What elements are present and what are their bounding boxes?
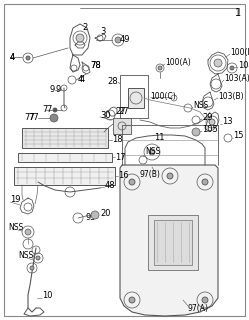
Text: 30: 30: [100, 110, 111, 119]
Polygon shape: [128, 88, 144, 108]
Text: 16: 16: [118, 172, 129, 180]
Text: 28: 28: [107, 77, 118, 86]
Circle shape: [115, 37, 121, 43]
Circle shape: [129, 179, 135, 185]
Circle shape: [192, 128, 200, 136]
Circle shape: [129, 297, 135, 303]
Text: 27: 27: [118, 108, 129, 116]
Circle shape: [36, 256, 40, 260]
Text: 100(B): 100(B): [230, 47, 249, 57]
Circle shape: [230, 66, 234, 70]
Text: 4: 4: [10, 52, 15, 61]
Text: 17: 17: [115, 153, 126, 162]
Circle shape: [149, 149, 155, 155]
Text: 10: 10: [42, 291, 53, 300]
Text: 27: 27: [115, 108, 126, 116]
Circle shape: [91, 211, 99, 219]
Text: 9: 9: [49, 85, 54, 94]
Text: 4: 4: [10, 52, 15, 61]
Text: NSS: NSS: [8, 223, 23, 233]
Circle shape: [25, 229, 31, 235]
Polygon shape: [18, 153, 112, 162]
Circle shape: [214, 59, 222, 67]
Polygon shape: [120, 165, 218, 316]
Circle shape: [209, 119, 215, 125]
Text: 18: 18: [112, 135, 123, 145]
Text: 49: 49: [120, 36, 130, 44]
Text: 2: 2: [82, 23, 87, 33]
Polygon shape: [22, 128, 108, 148]
Circle shape: [76, 34, 84, 42]
Text: 11: 11: [154, 133, 165, 142]
Circle shape: [202, 297, 208, 303]
Polygon shape: [14, 167, 115, 185]
Text: NSS: NSS: [145, 148, 160, 156]
Text: 78: 78: [90, 61, 101, 70]
Text: 4: 4: [78, 76, 83, 84]
Bar: [113, 118, 131, 134]
Text: 103(A): 103(A): [224, 74, 249, 83]
Text: 13: 13: [222, 117, 233, 126]
Bar: [154, 220, 192, 265]
Bar: [148, 215, 198, 270]
Text: 77: 77: [28, 114, 39, 123]
Circle shape: [26, 56, 30, 60]
Text: 77: 77: [24, 114, 35, 123]
Text: 100(A): 100(A): [165, 58, 191, 67]
Text: 105: 105: [202, 125, 218, 134]
Circle shape: [50, 114, 58, 122]
Text: 4: 4: [80, 76, 85, 84]
Text: 29: 29: [202, 114, 212, 123]
Text: 103(B): 103(B): [218, 92, 244, 100]
Text: 48: 48: [105, 180, 116, 189]
Text: 97(A): 97(A): [188, 303, 209, 313]
Text: NSS: NSS: [193, 101, 208, 110]
Text: 7: 7: [46, 106, 51, 115]
Text: 95: 95: [85, 213, 96, 222]
Circle shape: [167, 173, 173, 179]
Text: 20: 20: [100, 209, 111, 218]
Text: 7: 7: [42, 106, 47, 115]
Text: NSS: NSS: [18, 252, 33, 260]
Text: 19: 19: [10, 196, 20, 204]
Circle shape: [158, 66, 162, 70]
Circle shape: [202, 179, 208, 185]
Text: 1: 1: [235, 8, 241, 18]
Circle shape: [30, 266, 34, 270]
Circle shape: [53, 108, 57, 112]
Text: 97(B): 97(B): [140, 171, 161, 180]
Text: 104: 104: [238, 60, 249, 69]
Text: 100(C): 100(C): [150, 92, 176, 100]
Text: 78: 78: [90, 61, 101, 70]
Text: 3: 3: [100, 28, 105, 36]
Text: 15: 15: [233, 132, 244, 140]
Text: 9: 9: [55, 85, 60, 94]
